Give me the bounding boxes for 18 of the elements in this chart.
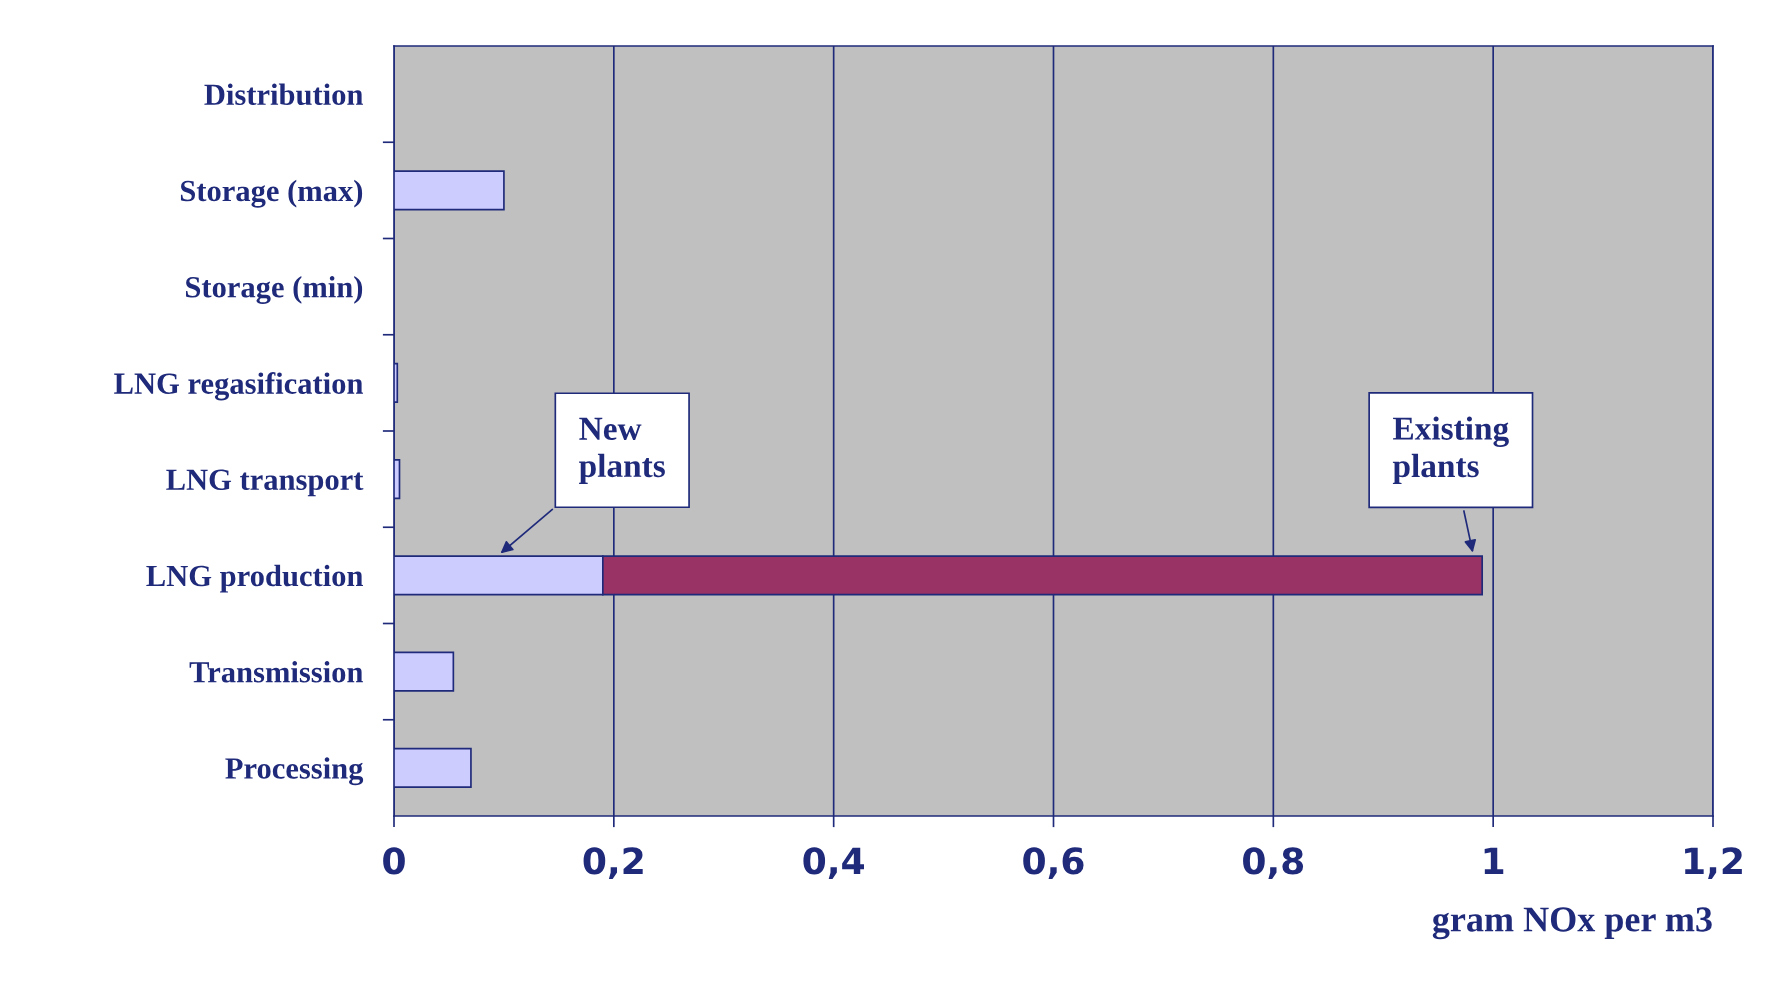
y-tick-label: LNG regasification [114, 372, 363, 401]
y-tick-label: Storage (min) [186, 276, 363, 304]
y-tick-label: LNG production [146, 564, 363, 593]
x-tick-label: 0,2 [583, 847, 643, 880]
y-tick-label: LNG transport [166, 469, 364, 497]
y-tick-label: Storage (max) [180, 179, 363, 208]
x-tick-label: 0,6 [1023, 847, 1084, 880]
y-tick-label: Processing [225, 757, 364, 786]
x-tick-label: 1,2 [1685, 847, 1742, 880]
text: Existing plants [1392, 416, 1509, 485]
text: New plants [579, 417, 665, 484]
x-tick-label: 1 [1484, 847, 1504, 874]
y-tick-label: Distribution [204, 83, 363, 106]
y-tick-label: Transmission [189, 661, 363, 683]
x-tick-label: 0,4 [803, 847, 864, 880]
x-axis-title: gram NOx per m3 [1432, 907, 1712, 940]
x-tick-label: 0,8 [1243, 847, 1304, 880]
x-tick-label: 0 [383, 847, 405, 875]
